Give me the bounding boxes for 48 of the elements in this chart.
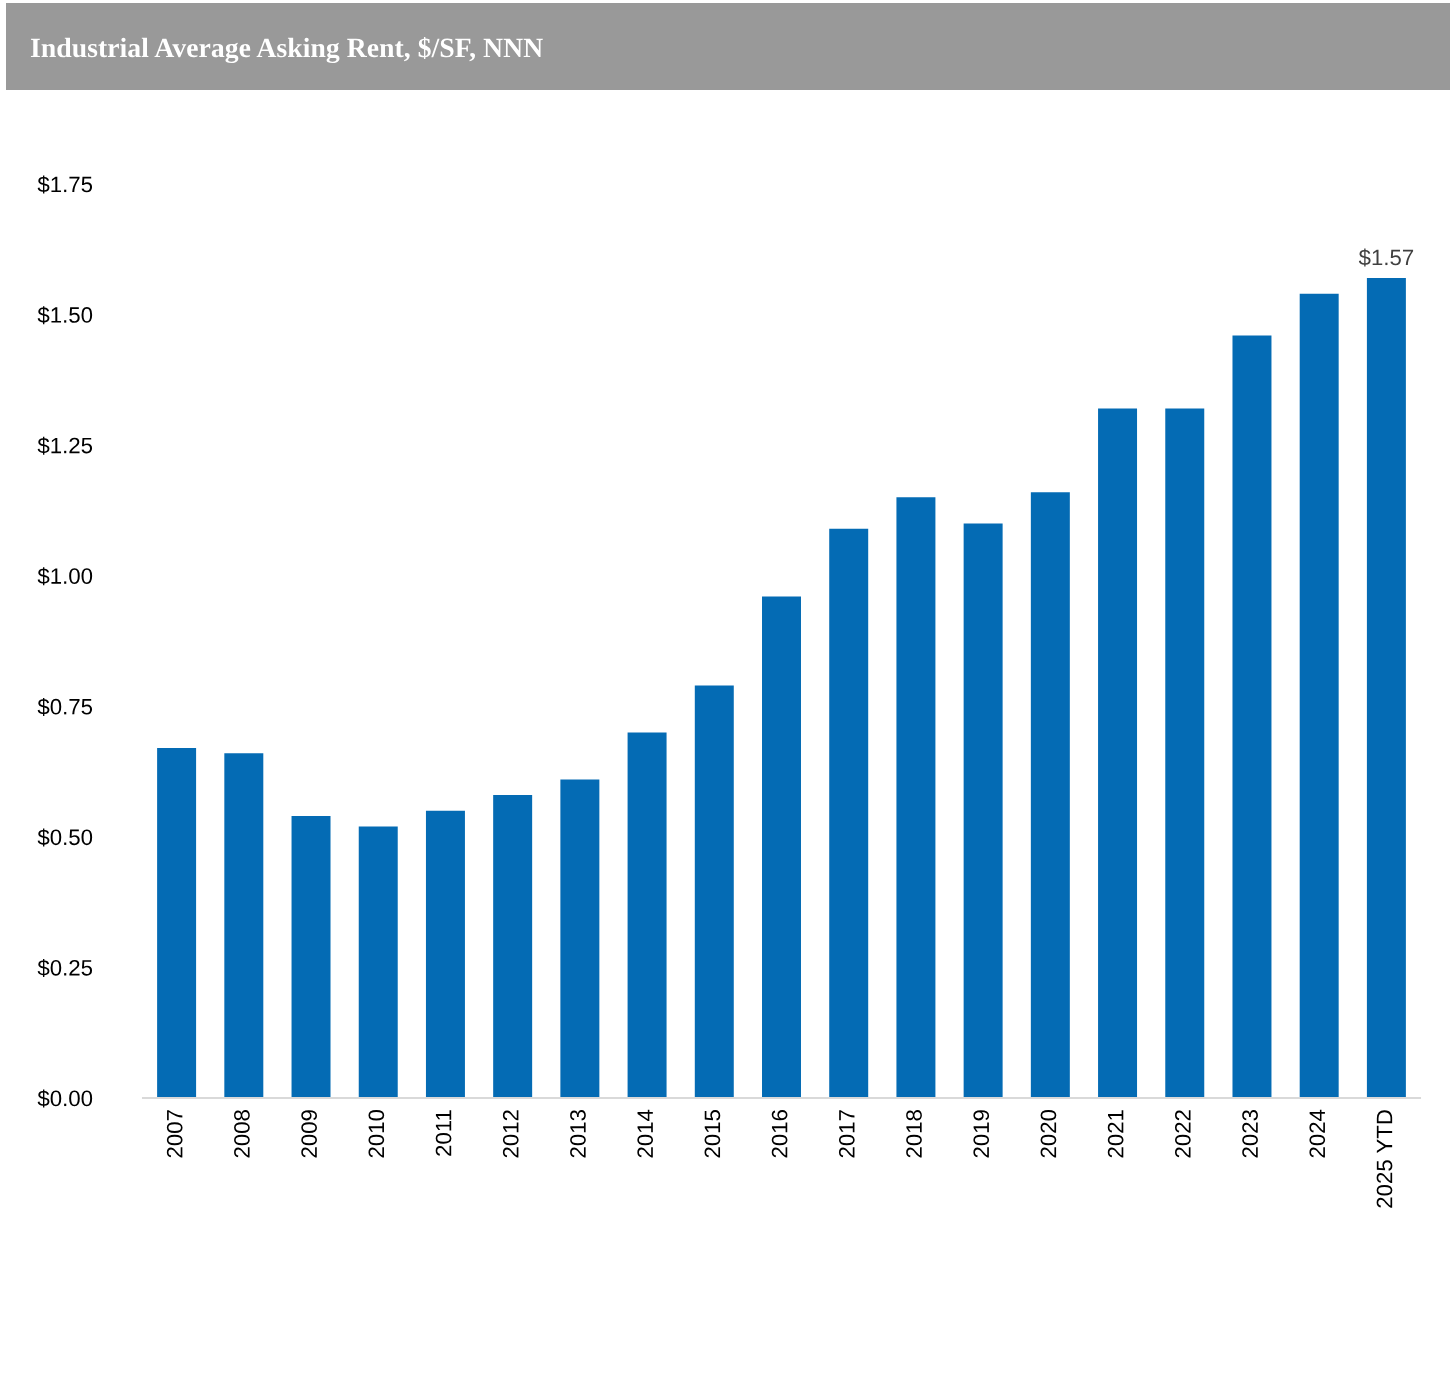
bar [291,815,331,1098]
x-tick-label: 2023 [1242,1110,1258,1158]
x-tick-label: 2019 [973,1110,990,1158]
y-tick-label: $1.75 [37,175,93,194]
y-tick-label: $1.00 [37,567,93,586]
x-tick-label: 2009 [301,1110,317,1158]
chart-title: Industrial Average Asking Rent, $/SF, NNN [30,36,543,64]
x-tick-label: 2014 [637,1109,654,1158]
bar [1165,408,1205,1098]
y-tick-label: $0.50 [37,828,93,847]
bar [762,596,801,1098]
x-tick-label: 2007 [166,1110,183,1158]
y-tick-label: $0.25 [37,959,93,978]
x-tick-label: 2013 [570,1110,586,1158]
bar [1030,492,1070,1098]
x-tick-label: 2015 [704,1110,721,1158]
bar [829,528,869,1098]
bar [560,779,600,1098]
x-tick-label: 2018 [906,1110,922,1158]
y-tick-label: $1.25 [37,436,93,455]
bar [1299,293,1339,1098]
x-tick-label: 2011 [435,1110,452,1156]
y-tick-label: $0.75 [37,697,93,716]
bar [896,497,936,1098]
bar [1098,408,1138,1098]
bar [1366,278,1406,1098]
bar [963,523,1003,1098]
x-tick-label: 2010 [368,1109,385,1158]
bar [425,810,465,1098]
x-tick-label: 2016 [771,1110,788,1158]
data-label: $1.57 [1358,248,1414,267]
x-tick-label: 2017 [838,1110,855,1158]
x-tick-label: 2012 [502,1110,519,1158]
bar [1232,335,1272,1098]
bar [694,685,734,1098]
bar [157,748,197,1098]
bar [358,826,398,1098]
bar [493,795,533,1098]
x-tick-label: 2008 [234,1110,250,1158]
y-tick-label: $0.00 [37,1089,93,1108]
bar [627,732,667,1098]
y-tick-label: $1.50 [37,306,93,325]
x-tick-label: 2022 [1174,1110,1191,1158]
x-tick-label: 2020 [1040,1109,1057,1158]
x-tick-label: 2024 [1309,1109,1326,1158]
x-tick-label: 2025 YTD [1376,1110,1393,1208]
x-tick-label: 2021 [1107,1110,1124,1158]
bar [224,753,264,1098]
